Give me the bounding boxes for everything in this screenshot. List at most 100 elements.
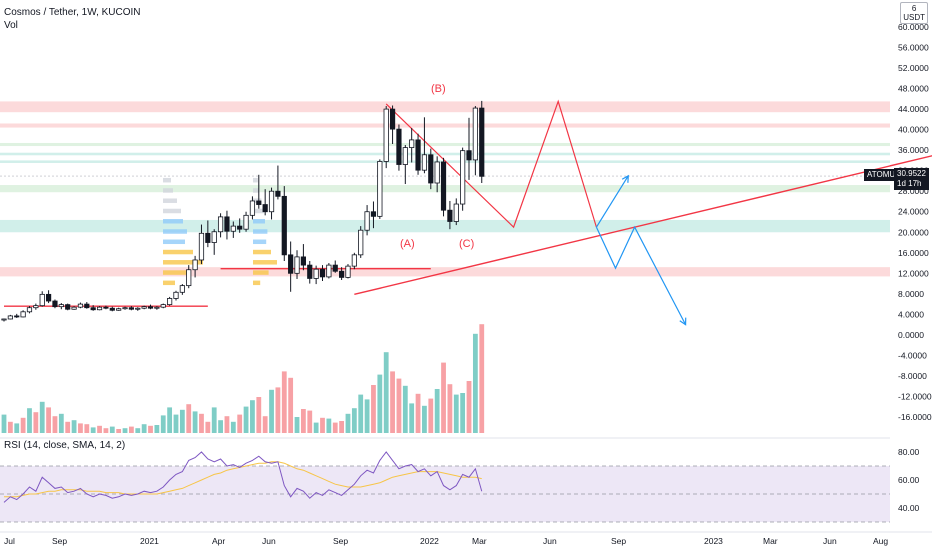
candle-body [186, 269, 192, 287]
volume-bar [78, 423, 83, 433]
price-tick: 36.0000 [898, 145, 929, 155]
price-tick: 56.0000 [898, 43, 929, 53]
candle-body [262, 204, 268, 213]
price-tick: -4.0000 [898, 350, 927, 360]
price-tick: 24.0000 [898, 207, 929, 217]
candle-body [135, 307, 141, 310]
price-tick: 60.0000 [898, 22, 929, 32]
candle-body [205, 232, 211, 243]
candle-body [319, 268, 326, 278]
volume-bar [243, 406, 249, 433]
price-tick: 16.0000 [898, 248, 929, 258]
candle-body [26, 307, 33, 313]
volume-bar [7, 421, 13, 433]
arrow-head [621, 174, 629, 183]
volume-bar [154, 425, 160, 433]
rsi-tick: 80.00 [898, 447, 920, 457]
candle-body [14, 315, 20, 318]
rsi-ma-line [4, 461, 482, 498]
profile-row [253, 270, 269, 275]
volume-profile [163, 177, 277, 286]
candle-body [211, 231, 217, 243]
forecast-down-arrow [595, 225, 687, 325]
profile-row [163, 229, 187, 234]
arrow-head [679, 317, 687, 326]
candle-body [167, 298, 173, 306]
currency-label: USDT [903, 13, 925, 22]
profile-row [253, 239, 267, 245]
time-tick: Jul [4, 536, 15, 546]
volume-bar [332, 422, 338, 433]
price-tick: 52.0000 [898, 63, 929, 73]
volume-bar [320, 417, 325, 433]
time-axis: Jul Sep 2021 Apr Jun Sep 2022 Mar Jun Sep 2023 Mar J… [0, 531, 932, 546]
volume-bar [428, 398, 434, 433]
volume-bar [256, 397, 262, 433]
volume-bar [135, 428, 141, 433]
candle-body [268, 190, 275, 213]
volume-bar [396, 378, 402, 433]
candle-body [332, 264, 338, 272]
sr-zone [0, 142, 890, 147]
candle-body [313, 268, 319, 279]
price-tick: 48.0000 [898, 84, 929, 94]
candle-body [39, 293, 45, 307]
volume-bar [377, 374, 383, 433]
time-tick: Sep [333, 536, 348, 546]
rsi-pane [0, 437, 890, 523]
volume-bar [345, 413, 351, 433]
candle-body [224, 216, 230, 232]
time-tick: Aug [873, 536, 888, 546]
profile-row [253, 219, 265, 224]
volume-bar [20, 417, 26, 433]
candle-body [179, 285, 185, 293]
candle-body [351, 254, 357, 267]
rsi-legend[interactable]: RSI (14, close, SMA, 14, 2) [4, 440, 126, 451]
volume-bar [224, 416, 230, 433]
candle-body [421, 154, 428, 171]
price-tick: -12.0000 [898, 391, 932, 401]
volume-bar [281, 371, 287, 433]
candle-body [466, 150, 472, 161]
trendline [354, 155, 932, 296]
profile-row [253, 229, 268, 234]
candle-body [479, 107, 485, 177]
candle-body [147, 306, 154, 309]
currency-badge[interactable]: 6 USDT [900, 2, 928, 24]
volume-bar [122, 428, 128, 433]
forecast-arrows[interactable] [595, 174, 687, 326]
profile-row [253, 208, 264, 214]
price-tick: 40.0000 [898, 125, 929, 135]
candle-body [256, 200, 262, 205]
candle-body [45, 293, 52, 302]
volume-bar [1, 414, 7, 433]
candle-body [71, 306, 77, 310]
time-tick: Jun [823, 536, 837, 546]
sr-zone [0, 101, 890, 113]
volume-bar [14, 423, 20, 433]
abc-wave-line [385, 99, 597, 229]
volume-bar [288, 377, 294, 433]
candle-body [249, 200, 256, 216]
candle-body [58, 304, 64, 308]
candle-body [237, 225, 243, 230]
volume-bar [275, 387, 281, 433]
time-tick: Mar [472, 536, 487, 546]
volume-bar [402, 385, 408, 433]
candle-body [396, 128, 402, 165]
candle-body [7, 315, 13, 320]
candle-body [122, 307, 128, 310]
symbol-title[interactable]: Cosmos / Tether, 1W, KUCOIN [4, 7, 141, 18]
volume-bar [472, 333, 478, 433]
volume-bar [300, 409, 306, 433]
wave-label-a: (A) [400, 238, 415, 250]
candle-body [173, 291, 179, 299]
candle-body [389, 108, 396, 130]
volume-bar [160, 415, 166, 433]
volume-bar [129, 426, 134, 433]
volume-bar [211, 407, 217, 433]
volume-bar [262, 416, 268, 433]
time-tick: Jun [262, 536, 276, 546]
time-tick: 2021 [140, 536, 159, 546]
